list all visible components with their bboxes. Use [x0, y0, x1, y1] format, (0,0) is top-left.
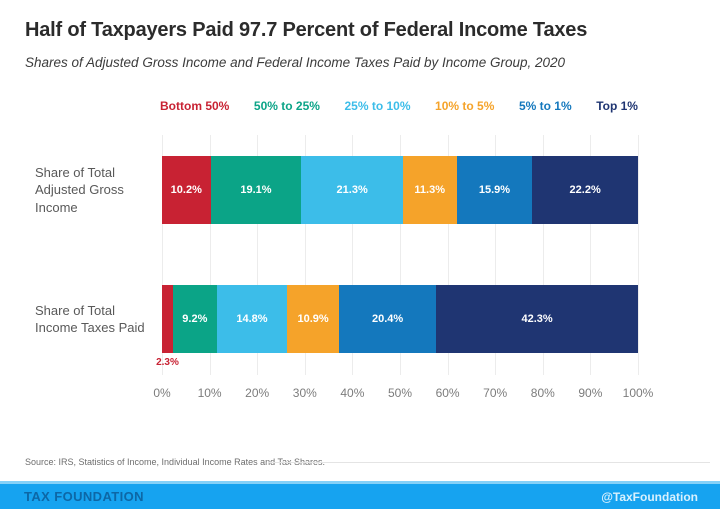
legend-item: 10% to 5%: [435, 99, 495, 113]
x-tick-label: 0%: [153, 386, 171, 400]
legend-item: 5% to 1%: [518, 99, 572, 113]
x-tick-label: 30%: [292, 386, 317, 400]
x-tick-label: 70%: [483, 386, 508, 400]
segment-value-label: 11.3%: [414, 184, 446, 196]
x-axis: 0% 10% 20% 30% 40% 50% 60% 70% 80% 90% 100%: [153, 386, 653, 402]
bar-segment: [162, 285, 173, 353]
segment-value-label: 42.3%: [521, 313, 553, 325]
segment-value-label: 15.9%: [478, 184, 511, 196]
x-tick-label: 60%: [435, 386, 460, 400]
gridline: [638, 135, 639, 375]
row-label-line: Adjusted Gross: [35, 182, 124, 198]
x-tick-label: 80%: [530, 386, 555, 400]
bar-row-0: 10.2% 19.1% 21.3% 11.3% 15.9% 22.2%: [162, 156, 638, 224]
bar-segment: 22.2%: [532, 156, 638, 224]
segment-value-label: 14.8%: [236, 313, 268, 325]
bar-segment: 10.9%: [287, 285, 340, 353]
bar-row-1: 2.3% 9.2% 14.8% 10.9% 20.4% 42.3%: [156, 285, 638, 368]
row-label-line: Share of Total: [35, 165, 115, 181]
legend-item: 50% to 25%: [253, 99, 320, 113]
gridline: [447, 135, 449, 375]
gridline: [590, 135, 592, 375]
twitter-handle: @TaxFoundation: [601, 489, 698, 504]
gridline: [162, 135, 163, 375]
source-divider-line: [268, 462, 710, 463]
gridlines: [162, 135, 639, 375]
brand-name: TAX FOUNDATION: [24, 489, 144, 504]
x-tick-label: 90%: [578, 386, 603, 400]
segment-value-label: 22.2%: [569, 184, 601, 196]
x-tick-label: 100%: [622, 386, 654, 400]
row-label-line: Income: [35, 199, 78, 215]
bar-segment: 11.3%: [402, 156, 457, 224]
bar-segment: 42.3%: [436, 285, 638, 353]
bar-segment: 15.9%: [456, 156, 533, 224]
gridline: [257, 135, 259, 375]
legend-item: Bottom 50%: [160, 99, 230, 113]
segment-value-label: 21.3%: [336, 184, 368, 196]
x-tick-label: 10%: [197, 386, 222, 400]
gridline: [352, 135, 354, 375]
bar-segment: 9.2%: [172, 285, 217, 353]
gridline: [400, 135, 401, 375]
segment-value-label-outside: 2.3%: [156, 357, 179, 368]
source-note: Source: IRS, Statistics of Income, Indiv…: [25, 457, 325, 467]
legend-item: Top 1%: [596, 99, 638, 113]
bar-segment: 20.4%: [339, 285, 437, 353]
gridline: [209, 135, 211, 375]
bar-segment: 21.3%: [301, 156, 403, 224]
bar-segment: 14.8%: [216, 285, 288, 353]
bar-segment: 10.2%: [162, 156, 211, 224]
page-subtitle: Shares of Adjusted Gross Income and Fede…: [25, 55, 566, 70]
segment-value-label: 10.2%: [170, 184, 202, 196]
x-tick-label: 20%: [245, 386, 270, 400]
x-tick-label: 50%: [387, 386, 413, 400]
segment-value-label: 10.9%: [297, 313, 329, 325]
gridline: [304, 135, 306, 375]
row-label-line: Share of Total: [35, 302, 115, 318]
footer-bar: TAX FOUNDATION @TaxFoundation: [0, 481, 720, 509]
legend: Bottom 50% 50% to 25% 25% to 10% 10% to 5% 5…: [160, 99, 638, 113]
gridline: [542, 135, 544, 375]
x-tick-label: 40%: [340, 386, 365, 400]
segment-value-label: 9.2%: [182, 313, 208, 325]
row-label-line: Income Taxes Paid: [35, 320, 145, 335]
gridline: [495, 135, 497, 375]
row-label-1: Share of Total Income Taxes Paid: [35, 285, 155, 353]
row-label-0: Share of Total Adjusted Gross Income: [35, 156, 155, 224]
legend-item: 25% to 10%: [344, 99, 411, 113]
bar-segment: 19.1%: [210, 156, 302, 224]
segment-value-label: 19.1%: [240, 184, 272, 196]
page-title: Half of Taxpayers Paid 97.7 Percent of F…: [25, 19, 588, 41]
segment-value-label: 20.4%: [371, 313, 404, 325]
